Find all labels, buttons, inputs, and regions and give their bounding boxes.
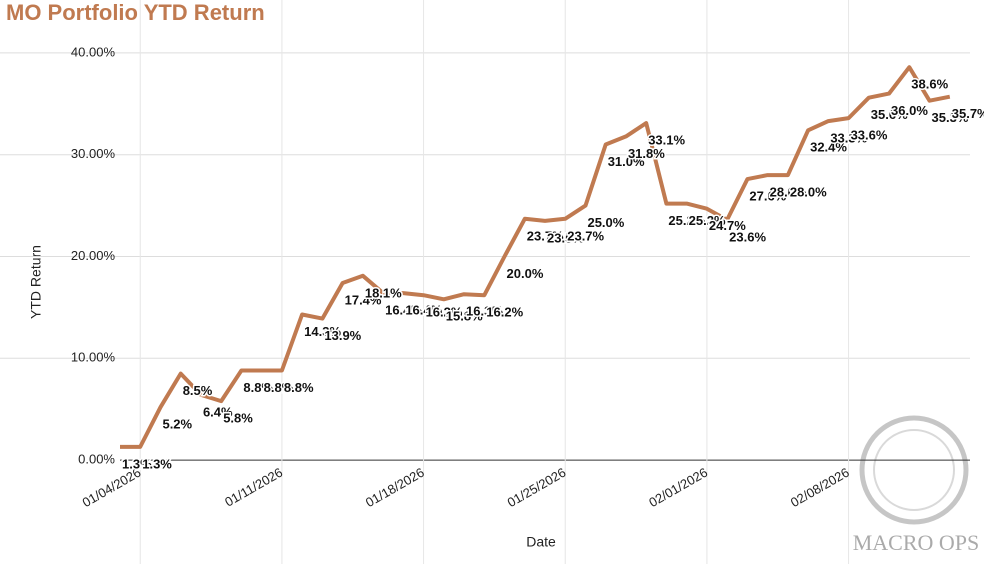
x-tick-label: 01/18/2026 bbox=[363, 465, 427, 511]
data-label: 25.0% bbox=[587, 215, 624, 230]
logo-text: MACRO OPS bbox=[853, 530, 980, 555]
data-label: 32.4% bbox=[810, 140, 847, 155]
data-label: 16.2% bbox=[486, 305, 523, 320]
data-label: 33.6% bbox=[851, 127, 888, 142]
y-tick-label: 10.00% bbox=[71, 350, 116, 365]
y-axis-label: YTD Return bbox=[28, 245, 44, 319]
data-label: 1.3% bbox=[122, 456, 152, 471]
data-label: 33.3% bbox=[830, 131, 867, 146]
data-label: 16.4% bbox=[405, 303, 442, 318]
data-label: 23.5% bbox=[547, 230, 584, 245]
x-tick-label: 01/11/2026 bbox=[222, 465, 285, 510]
data-label: 33.1% bbox=[648, 133, 685, 148]
data-label: 35.3% bbox=[932, 110, 969, 125]
logo-ring bbox=[859, 415, 969, 525]
y-tick-label: 20.00% bbox=[71, 248, 116, 263]
data-label: 28.0% bbox=[790, 184, 827, 199]
data-label: 38.6% bbox=[911, 77, 948, 92]
data-label: 8.8% bbox=[243, 380, 273, 395]
data-label: 8.8% bbox=[284, 380, 314, 395]
x-tick-label: 01/04/2026 bbox=[80, 465, 144, 511]
data-label: 31.0% bbox=[608, 154, 645, 169]
line bbox=[120, 65, 951, 449]
x-axis-label: Date bbox=[526, 534, 556, 550]
data-label: 24.7% bbox=[709, 218, 746, 233]
data-label: 6.4% bbox=[203, 404, 233, 419]
data-label: 31.8% bbox=[628, 146, 665, 161]
x-tick-label: 01/25/2026 bbox=[505, 465, 569, 511]
x-tick-label: 02/01/2026 bbox=[646, 465, 710, 511]
data-label: 23.7% bbox=[527, 228, 564, 243]
data-label: 23.6% bbox=[729, 229, 766, 244]
data-label: 25.2% bbox=[668, 213, 705, 228]
chart-title: MO Portfolio YTD Return bbox=[6, 0, 265, 25]
data-label: 36.0% bbox=[891, 103, 928, 118]
data-label: 15.8% bbox=[446, 309, 483, 324]
data-label: 5.2% bbox=[162, 417, 192, 432]
data-label: 13.9% bbox=[324, 328, 361, 343]
y-tick-label: 40.00% bbox=[71, 44, 116, 59]
data-label: 1.3% bbox=[142, 456, 172, 471]
logo: MACRO OPS bbox=[853, 415, 980, 555]
data-label: 5.8% bbox=[223, 410, 253, 425]
data-label: 16.2% bbox=[426, 305, 463, 320]
data-label: 28.0% bbox=[770, 184, 807, 199]
data-label: 8.8% bbox=[264, 380, 294, 395]
data-label: 8.5% bbox=[183, 383, 213, 398]
y-tick-label: 30.00% bbox=[71, 146, 116, 161]
data-label: 14.3% bbox=[304, 324, 341, 339]
logo-ring bbox=[873, 429, 955, 511]
data-label: 25.2% bbox=[689, 213, 726, 228]
data-label: 18.1% bbox=[365, 285, 402, 300]
data-label: 35.7% bbox=[952, 106, 984, 121]
data-label: 35.6% bbox=[871, 107, 908, 122]
data-label: 23.7% bbox=[567, 228, 604, 243]
data-label: 16.3% bbox=[466, 304, 503, 319]
data-label: 16.4% bbox=[385, 303, 422, 318]
data-label: 27.6% bbox=[749, 189, 786, 204]
data-label: 20.0% bbox=[507, 266, 544, 281]
data-label: 17.4% bbox=[345, 292, 382, 307]
y-tick-label: 0.00% bbox=[78, 452, 115, 467]
x-tick-label: 02/08/2026 bbox=[788, 465, 852, 511]
